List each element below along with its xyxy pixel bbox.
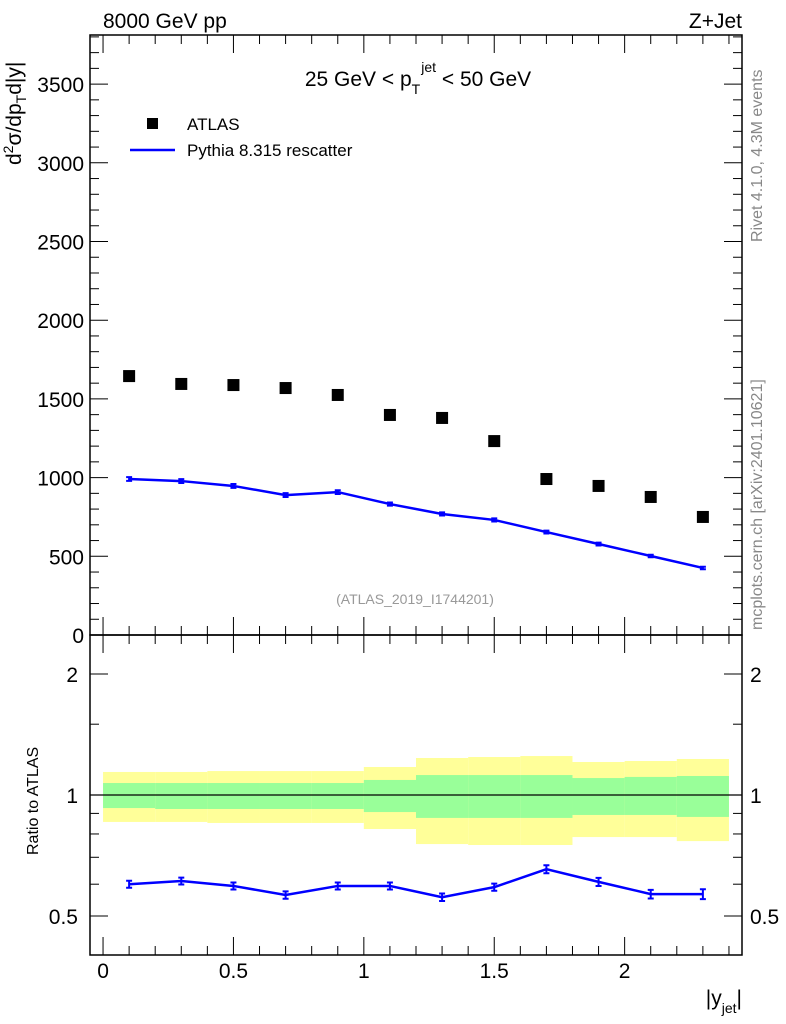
atlas-point: [488, 435, 501, 448]
atlas-point: [175, 377, 188, 390]
chart-marks: [123, 370, 709, 902]
y-tick-label: 1500: [37, 389, 84, 412]
atlas-point: [123, 370, 136, 383]
watermark: (ATLAS_2019_I1744201): [336, 591, 494, 607]
y-tick-label: 1000: [37, 468, 84, 491]
band-stat-bin: [520, 775, 573, 818]
ratio-y-label: Ratio to ATLAS: [25, 747, 42, 855]
y-tick-label: 2000: [37, 310, 84, 333]
atlas-point: [279, 382, 292, 395]
ratio-y-tick-label-right: 1: [750, 785, 762, 808]
band-stat-bin: [572, 778, 625, 815]
pythia-errorbar: [386, 501, 393, 507]
band-stat-bin: [363, 779, 416, 813]
ratio-errorbar: [647, 888, 654, 900]
ratio-errorbar: [699, 888, 706, 901]
band-stat-bin: [155, 783, 208, 809]
pythia-errorbar: [230, 483, 237, 489]
ratio-errorbar: [282, 890, 289, 900]
ratio-errorbar: [178, 876, 185, 886]
atlas-point: [540, 473, 553, 486]
atlas-point: [331, 388, 344, 401]
ratio-errorbar: [386, 881, 393, 891]
ratio-y-tick-label: 0.5: [49, 906, 78, 929]
chart-title: 25 GeV < pTjet < 50 GeV: [305, 59, 531, 97]
ratio-errorbar: [491, 882, 498, 892]
ratio-y-tick-label: 1: [66, 785, 78, 808]
band-stat-bin: [468, 775, 521, 818]
pythia-errorbar: [699, 565, 706, 571]
x-tick-label: 0.5: [219, 960, 248, 983]
x-axis-label: |yjet|: [706, 987, 742, 1016]
ratio-errorbar: [230, 881, 237, 891]
atlas-point: [592, 479, 605, 492]
ratio-errorbar: [543, 864, 550, 875]
y-tick-label: 3000: [37, 153, 84, 176]
atlas-point: [227, 379, 240, 392]
band-stat-bin: [676, 775, 729, 817]
atlas-point: [696, 510, 709, 523]
pythia-errorbar: [178, 478, 185, 484]
y-tick-label: 0: [72, 625, 84, 648]
axes: 0 0.5 1 1.5 2 0 500 1000 1500 2000 2500 3000 3500 0.5…: [37, 34, 779, 983]
pythia-line: [129, 477, 704, 570]
band-stat-bin: [207, 783, 260, 809]
legend-atlas-marker: [147, 118, 158, 129]
pythia-errorbar: [282, 492, 289, 498]
legend-atlas-label: ATLAS: [187, 115, 240, 134]
ratio-errorbar: [334, 881, 341, 891]
x-tick-label: 2: [619, 960, 631, 983]
ratio-bands: [90, 756, 742, 846]
pythia-errorbar: [543, 529, 550, 535]
pythia-errorbar: [334, 489, 341, 495]
y-tick-label: 2500: [37, 232, 84, 255]
legend: ATLAS Pythia 8.315 rescatter: [130, 115, 353, 160]
ratio-errorbar: [595, 876, 602, 887]
band-stat-bin: [259, 783, 312, 809]
rivet-label: Rivet 4.1.0, 4.3M events: [749, 69, 766, 242]
x-tick-label: 1.5: [480, 960, 509, 983]
ratio-line: [129, 867, 703, 899]
pythia-errorbar: [439, 511, 446, 517]
ratio-errorbar: [126, 879, 133, 889]
ratio-errorbar: [439, 892, 446, 902]
ratio-y-tick-label-right: 2: [750, 664, 762, 687]
mcplots-label: mcplots.cern.ch [arXiv:2401.10621]: [749, 379, 766, 630]
pythia-errorbar: [491, 517, 498, 523]
header-right: Z+Jet: [689, 10, 742, 33]
y-tick-label: 3500: [37, 74, 84, 97]
pythia-errorbar: [595, 541, 602, 547]
y-tick-label: 500: [49, 546, 84, 569]
band-stat-bin: [311, 783, 364, 809]
band-stat-bin: [416, 775, 469, 818]
x-tick-label: 0: [97, 960, 109, 983]
atlas-point: [383, 408, 396, 421]
pythia-errorbar: [647, 553, 654, 559]
x-tick-label: 1: [358, 960, 370, 983]
band-stat-bin: [624, 776, 677, 815]
ratio-y-tick-label-right: 0.5: [750, 906, 779, 929]
header-left: 8000 GeV pp: [103, 10, 227, 33]
atlas-point: [644, 490, 657, 503]
pythia-errorbar: [126, 476, 133, 482]
atlas-point: [436, 411, 449, 424]
legend-pythia-label: Pythia 8.315 rescatter: [187, 141, 353, 160]
y-axis-label: d2σ/dpTd|y|: [0, 62, 29, 165]
ratio-y-tick-label: 2: [66, 664, 78, 687]
